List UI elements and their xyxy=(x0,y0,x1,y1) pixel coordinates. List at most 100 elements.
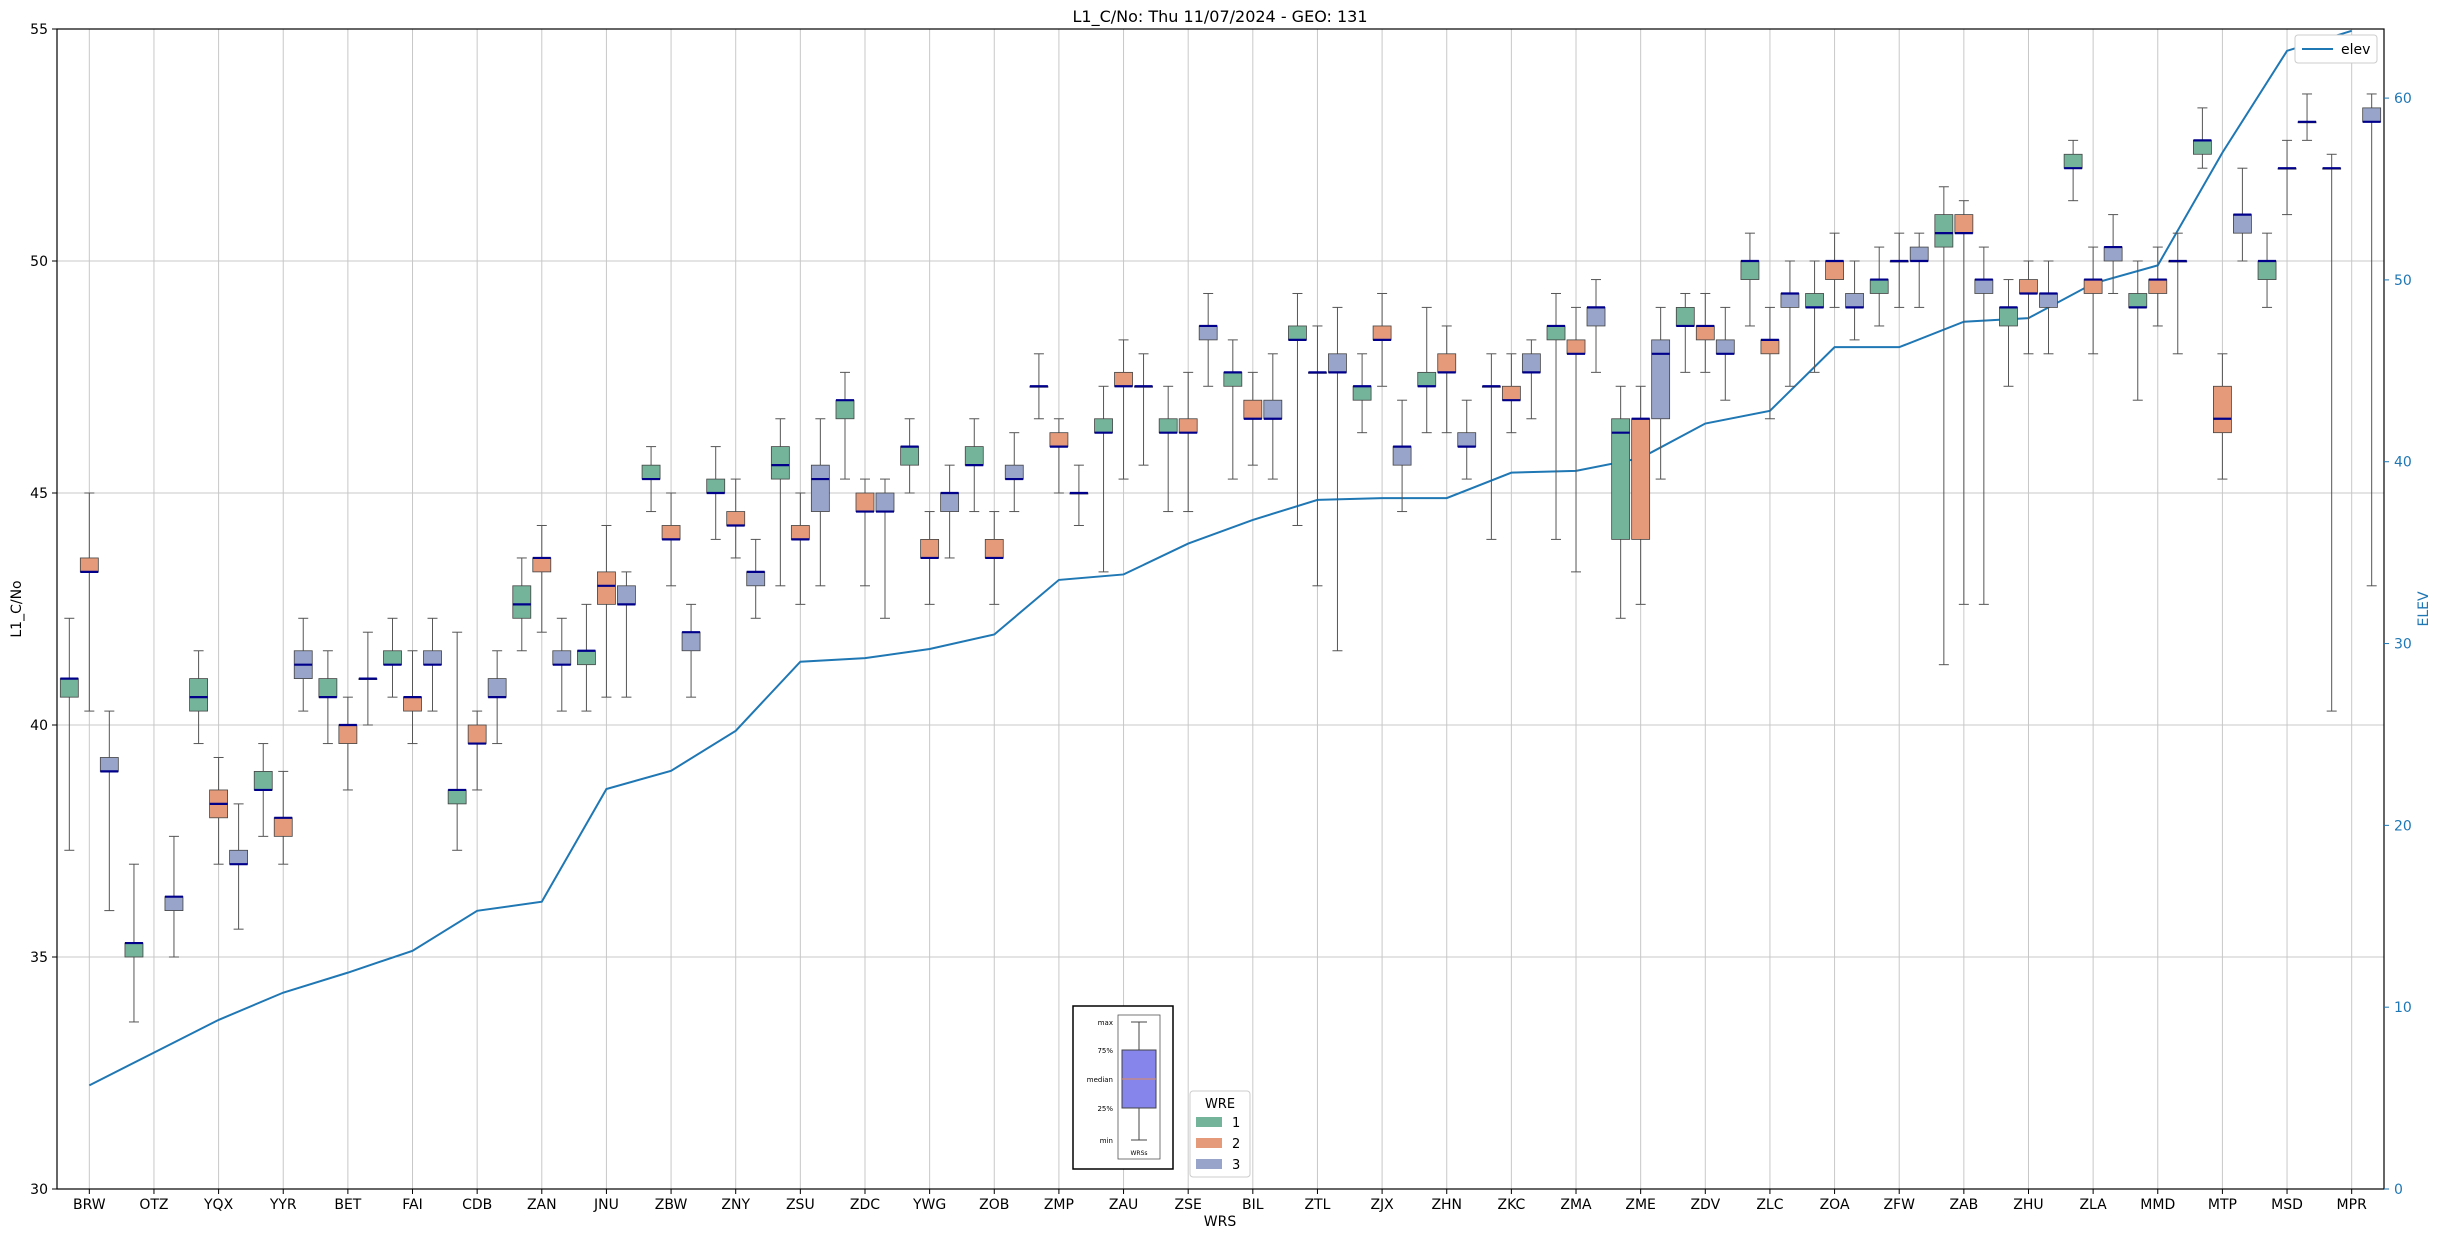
inset-label-q1: 25% xyxy=(1097,1105,1113,1113)
x-axis: BRW OTZ YQX YYR BET FAI CDB ZAN JNU ZBW ZNY ZSU ZDC Y… xyxy=(73,1189,2367,1213)
elev-legend: elev xyxy=(2294,34,2378,64)
box-body xyxy=(1521,353,1541,373)
box-body xyxy=(617,585,636,605)
y-tick-label: 45 xyxy=(30,486,48,502)
box-ZFW-wre1 xyxy=(1869,246,1889,327)
box-body xyxy=(1566,339,1586,355)
box-body xyxy=(164,896,184,911)
box-ZHU-wre3 xyxy=(2039,260,2058,355)
box-body xyxy=(2083,279,2103,294)
y-tick-label: 40 xyxy=(30,718,48,734)
x-tick-label: ZMA xyxy=(1560,1197,1592,1213)
box-ZAU-wre3 xyxy=(1134,353,1153,466)
box-body xyxy=(2063,153,2083,169)
box-body xyxy=(99,757,119,772)
box-body xyxy=(2233,214,2252,234)
box-ZTL-wre1 xyxy=(1288,292,1307,526)
y-tick-label: 50 xyxy=(30,254,48,270)
box-ZMP-wre2 xyxy=(1049,418,1069,494)
wre-legend-title: WRE xyxy=(1205,1097,1235,1112)
box-body xyxy=(2019,279,2038,294)
box-body xyxy=(1631,418,1651,540)
x-tick-label: JNU xyxy=(593,1197,619,1213)
box-ZBW-wre3 xyxy=(681,603,701,698)
box-body xyxy=(487,678,507,698)
box-body xyxy=(1909,246,1929,262)
box-body xyxy=(1675,306,1695,327)
box-body xyxy=(512,585,532,619)
box-body xyxy=(964,446,984,466)
box-MTP-wre3 xyxy=(2233,167,2252,262)
box-ZTL-wre2 xyxy=(1308,325,1327,587)
box-MPR-wre1 xyxy=(2322,153,2342,712)
wre-legend-label-3: 3 xyxy=(1232,1158,1240,1173)
box-body xyxy=(2148,279,2168,294)
box-body xyxy=(984,539,1004,559)
box-BRW-wre3 xyxy=(99,710,119,912)
box-body xyxy=(875,492,895,512)
box-ZDV-wre3 xyxy=(1715,306,1735,401)
box-YYR-wre3 xyxy=(293,617,313,712)
box-ZSU-wre2 xyxy=(790,492,810,605)
box-YYR-wre1 xyxy=(253,743,273,837)
box-body xyxy=(1651,339,1671,420)
y-tick-label: 55 xyxy=(30,22,48,38)
box-body xyxy=(1288,325,1307,341)
x-tick-label: MSD xyxy=(2271,1197,2303,1213)
x-axis-label: WRS xyxy=(1204,1214,1237,1230)
box-MMD-wre1 xyxy=(2128,260,2148,401)
box-body xyxy=(229,849,248,865)
inset-label-q3: 75% xyxy=(1097,1047,1113,1055)
box-CDB-wre1 xyxy=(447,631,467,851)
box-body xyxy=(1114,371,1133,387)
box-ZSE-wre2 xyxy=(1178,371,1198,513)
box-ZSE-wre1 xyxy=(1158,385,1178,513)
box-body xyxy=(1999,306,2018,327)
box-FAI-wre3 xyxy=(423,617,442,712)
x-tick-label: ZLC xyxy=(1756,1197,1783,1213)
box-body xyxy=(552,650,572,666)
box-ZAU-wre1 xyxy=(1094,385,1113,573)
box-body xyxy=(1740,260,1760,280)
box-ZOB-wre3 xyxy=(1004,432,1024,513)
box-ZMP-wre1 xyxy=(1029,353,1049,420)
box-body xyxy=(403,696,422,712)
box-body xyxy=(2213,385,2232,434)
box-body xyxy=(273,817,293,837)
box-ZME-wre2 xyxy=(1631,385,1651,605)
box-ZHN-wre2 xyxy=(1437,325,1457,434)
wre-legend: WRE 1 2 3 xyxy=(1189,1090,1251,1178)
inset-caption: WRSs xyxy=(1130,1150,1147,1157)
box-ZDC-wre2 xyxy=(855,478,875,587)
box-body xyxy=(1805,293,1824,308)
box-series xyxy=(59,93,2382,1023)
x-tick-label: ZFW xyxy=(1883,1197,1915,1213)
box-body xyxy=(920,539,940,559)
x-tick-label: ZMP xyxy=(1044,1197,1074,1213)
x-tick-label: MPR xyxy=(2337,1197,2368,1213)
box-MSD-wre1 xyxy=(2257,232,2277,308)
box-JNU-wre1 xyxy=(577,603,596,712)
y-axis-label: L1_C/No xyxy=(9,580,25,637)
x-tick-label: ZNY xyxy=(721,1197,750,1213)
x-tick-label: BRW xyxy=(73,1197,106,1213)
box-BET-wre3 xyxy=(358,631,378,726)
y2-tick-label: 0 xyxy=(2394,1182,2403,1198)
box-MTP-wre1 xyxy=(2193,107,2212,169)
x-tick-label: YYR xyxy=(269,1197,297,1213)
box-ZKC-wre2 xyxy=(1501,353,1521,434)
box-body xyxy=(2103,246,2123,262)
box-ZLC-wre3 xyxy=(1780,260,1800,387)
box-body xyxy=(1934,214,1954,248)
elev-series xyxy=(88,29,2352,1087)
box-ZKC-wre3 xyxy=(1521,339,1541,420)
box-ZBW-wre1 xyxy=(641,446,661,513)
box-ZNY-wre3 xyxy=(746,538,766,619)
box-MMD-wre3 xyxy=(2168,232,2188,355)
elev-legend-frame xyxy=(2294,34,2378,64)
box-body xyxy=(746,571,766,587)
box-ZAB-wre3 xyxy=(1974,246,1994,605)
wre-legend-label-2: 2 xyxy=(1232,1137,1240,1152)
box-body xyxy=(59,678,79,698)
